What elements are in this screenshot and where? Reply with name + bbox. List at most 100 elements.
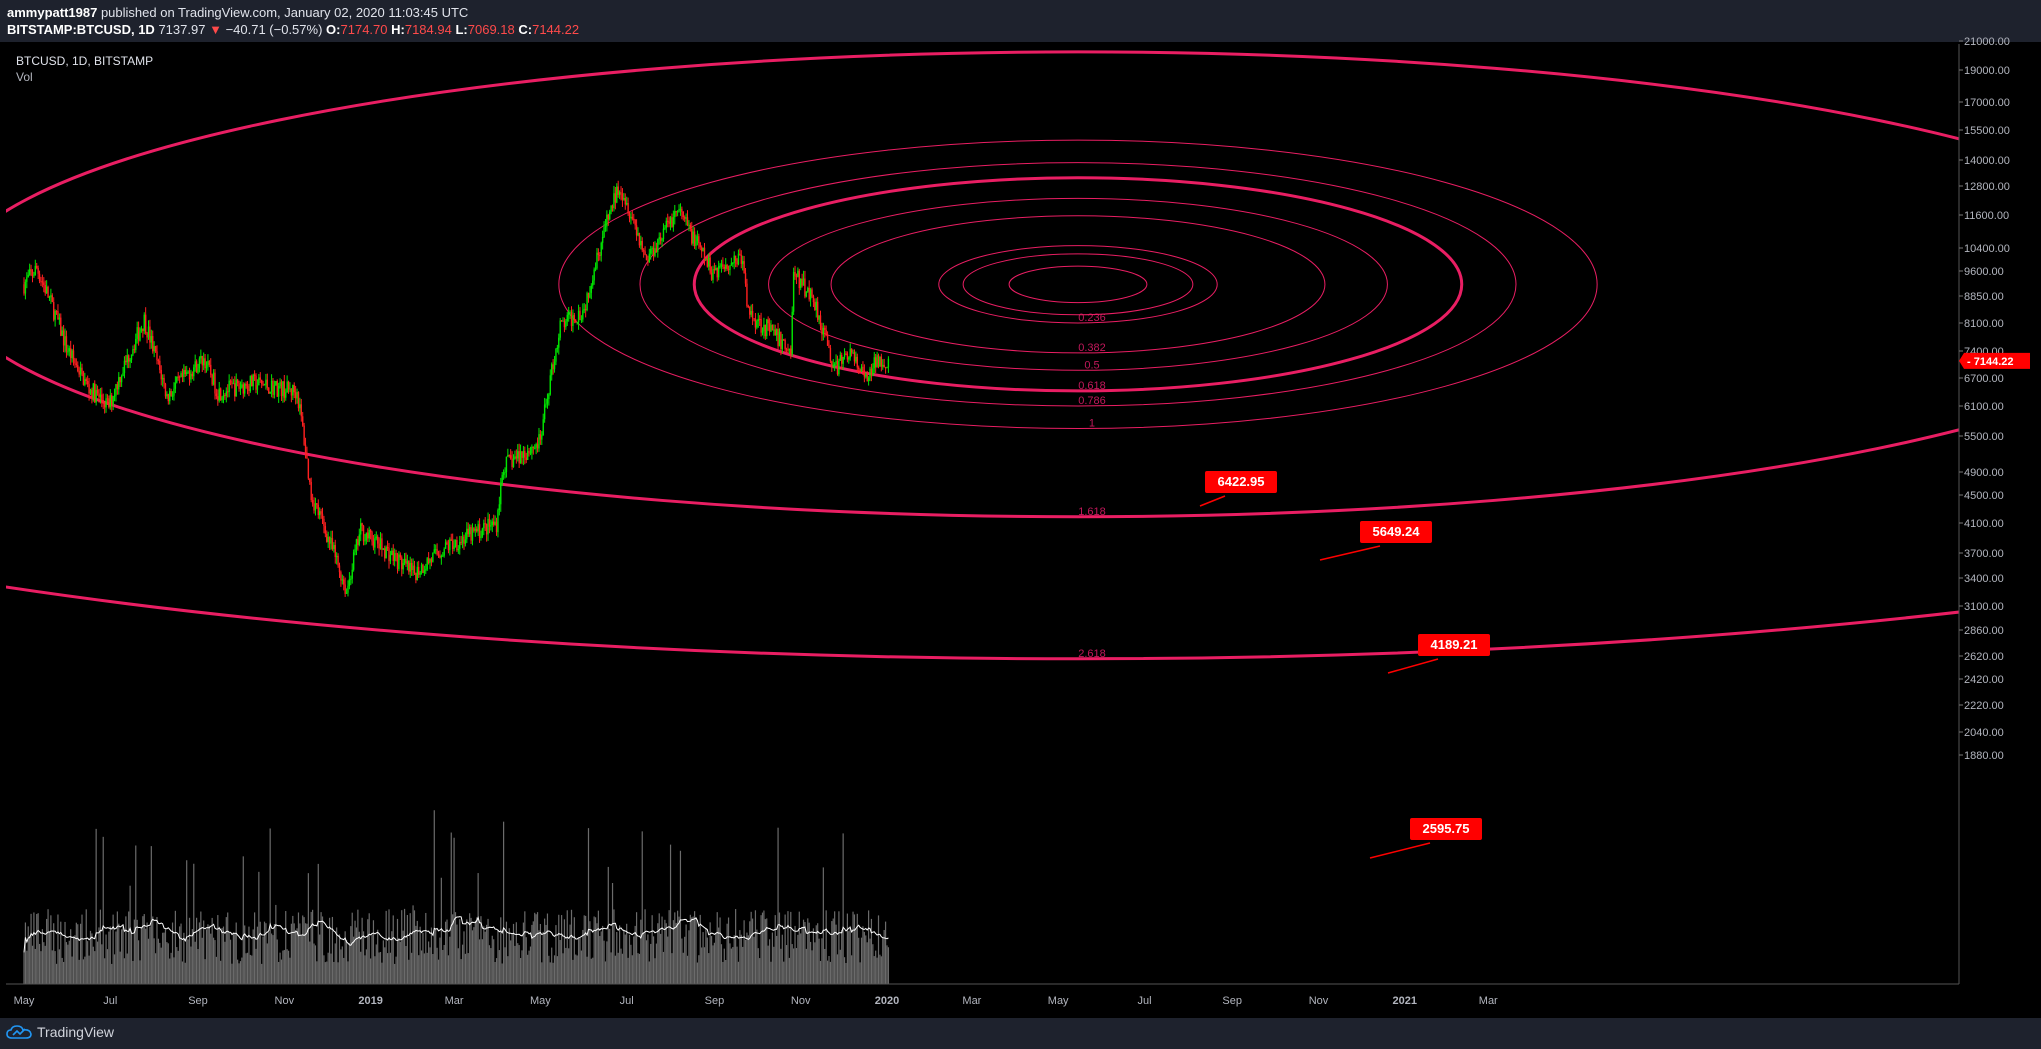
candle-body [67,351,69,353]
volume-bar [170,952,172,984]
candle-body [884,367,887,369]
ohlc-line: BITSTAMP:BTCUSD, 1D 7137.97 ▼ −40.71 (−0… [7,22,579,37]
price-axis[interactable]: 21000.00 19000.00 17000.00 15500.00 14000.00… [1959,36,2030,762]
volume-bar [406,915,408,984]
volume-bar [866,942,868,984]
volume-bar [112,914,114,984]
candle-body [187,371,189,373]
volume-bar [811,950,813,984]
tradingview-brand[interactable]: TradingView [6,1024,114,1040]
candle-body [734,255,737,261]
volume-bar [556,956,558,984]
candle-body [720,264,723,266]
volume-bar [262,936,264,984]
volume-bar [396,918,399,984]
time-tick-label: Jul [103,995,117,1007]
candle-body [38,273,41,281]
fib-ellipse [830,215,1326,354]
volume-bar [331,916,334,984]
volume-bar [627,957,629,984]
candle-body [150,336,153,343]
volume-bar [130,933,133,984]
volume-bar [371,934,373,984]
volume-bar [657,923,659,984]
volume-bar [749,921,751,984]
candle-body [252,374,254,387]
candle-body [886,367,888,369]
volume-bar [832,918,834,984]
price-tick-label: 10400.00 [1964,243,2010,255]
candle-body [846,353,849,360]
volume-bar [637,953,639,984]
candle-body [163,377,165,384]
candle-body [659,237,662,241]
candle-body [75,363,78,366]
volume-bar [667,936,669,984]
candle-body [391,550,393,555]
volume-bar [137,940,140,984]
volume-bar [190,946,192,984]
author-name[interactable]: ammypatt1987 [7,5,98,20]
candle-body [764,324,767,337]
candle-body [269,391,271,394]
volume-bar [26,950,28,984]
volume-bar [266,943,268,984]
price-tick-label: 2420.00 [1964,674,2004,686]
volume-bar [95,828,97,984]
candle-body [318,511,321,516]
candle-body [838,360,840,375]
candle-body [129,359,131,362]
volume-bar [314,945,317,984]
volume-bar [886,945,888,984]
volume-bar [450,832,452,984]
volume-bar [164,929,167,984]
candle-body [169,391,171,402]
candle-body [159,360,161,370]
candle-body [147,326,150,338]
volume-bar [422,932,424,984]
candle-body [54,311,56,320]
candle-body [587,293,590,298]
volume-bar [299,923,301,984]
volume-bar [328,917,331,984]
volume-bar [604,961,607,984]
candle-body [300,404,302,417]
candle-body [270,380,273,392]
high-value: 7184.94 [404,22,452,37]
candle-body [217,396,219,401]
volume-bar [623,929,625,984]
volume-bar [743,920,745,984]
volume-bar [501,963,503,984]
candle-body [664,227,666,229]
volume-bar [218,926,220,984]
volume-bar [109,926,111,984]
volume-bar [246,952,249,984]
volume-bar [701,947,703,984]
volume-bar [536,912,539,984]
candle-body [279,381,281,386]
candle-body [258,377,260,386]
volume-bar [309,941,311,984]
time-axis[interactable]: May Jul Sep Nov 2019 Mar May Jul Sep Nov 2020 Mar Ma… [14,995,1498,1007]
volume-bar [85,909,87,984]
volume-bar [443,944,445,984]
time-tick-label: 2021 [1393,995,1417,1007]
volume-bar [74,935,76,984]
volume-bar [447,955,450,984]
volume-bar [695,917,697,984]
volume-bar [723,948,725,984]
volume-bar [849,925,851,984]
volume-bar [647,934,649,984]
volume-bar [596,923,598,984]
candle-body [386,547,389,549]
plot-area[interactable] [6,44,1959,984]
candle-body [797,270,799,277]
candle-body [204,358,206,369]
volume-bar [742,946,744,984]
volume-bar [34,948,36,984]
volume-bar [350,926,352,984]
volume-bar [276,939,278,984]
volume-bar [790,911,792,984]
candle-body [436,549,438,555]
